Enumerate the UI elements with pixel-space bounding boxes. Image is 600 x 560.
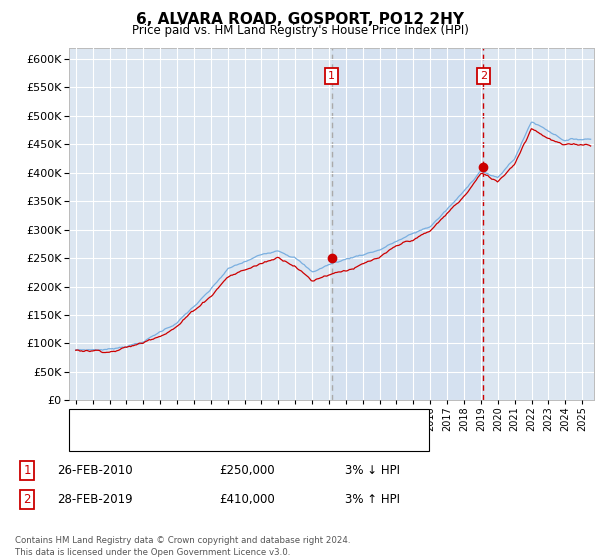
Text: Contains HM Land Registry data © Crown copyright and database right 2024.
This d: Contains HM Land Registry data © Crown c… <box>15 536 350 557</box>
Text: 6, ALVARA ROAD, GOSPORT, PO12 2HY (detached house): 6, ALVARA ROAD, GOSPORT, PO12 2HY (detac… <box>112 416 408 426</box>
Text: 26-FEB-2010: 26-FEB-2010 <box>57 464 133 477</box>
Text: 2: 2 <box>23 493 31 506</box>
Text: £250,000: £250,000 <box>219 464 275 477</box>
Text: 1: 1 <box>328 71 335 81</box>
Text: £410,000: £410,000 <box>219 493 275 506</box>
Text: Price paid vs. HM Land Registry's House Price Index (HPI): Price paid vs. HM Land Registry's House … <box>131 24 469 36</box>
Text: ─────: ───── <box>76 435 110 445</box>
Text: 6, ALVARA ROAD, GOSPORT, PO12 2HY: 6, ALVARA ROAD, GOSPORT, PO12 2HY <box>136 12 464 27</box>
Text: 3% ↑ HPI: 3% ↑ HPI <box>345 493 400 506</box>
Bar <box>332 48 484 400</box>
Text: HPI: Average price, detached house, Gosport: HPI: Average price, detached house, Gosp… <box>112 435 347 445</box>
Text: 28-FEB-2019: 28-FEB-2019 <box>57 493 133 506</box>
Text: 3% ↓ HPI: 3% ↓ HPI <box>345 464 400 477</box>
Text: 1: 1 <box>23 464 31 477</box>
Text: 2: 2 <box>480 71 487 81</box>
Text: ─────: ───── <box>76 416 110 426</box>
